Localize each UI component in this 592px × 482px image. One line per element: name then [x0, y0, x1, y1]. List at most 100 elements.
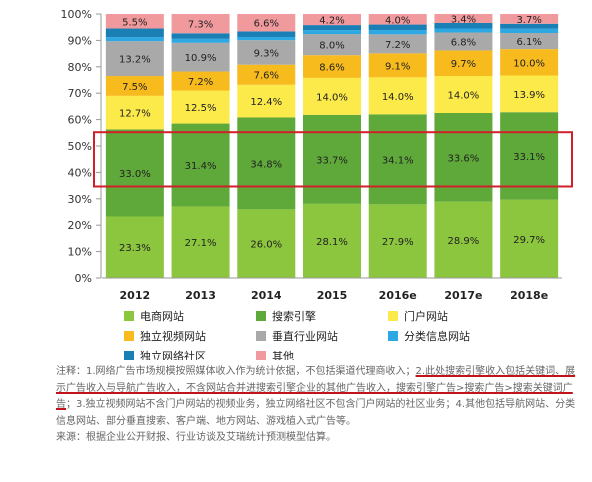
- y-tick-label: 80%: [68, 61, 92, 74]
- notes-text: 注释：1.网络广告市场规模按照媒体收入作为统计依据，不包括渠道代理商收入；2.此…: [56, 364, 576, 430]
- legend-label: 搜索引擎: [272, 309, 316, 323]
- legend-swatch: [388, 311, 398, 321]
- y-tick-label: 0%: [75, 272, 92, 285]
- bar-segment: [171, 71, 230, 91]
- data-label: 9.7%: [451, 59, 476, 70]
- bar-segment: [500, 23, 559, 29]
- bar-segment: [500, 75, 559, 113]
- bar-segment: [500, 33, 559, 50]
- x-tick-label: 2015: [317, 289, 348, 302]
- legend-swatch: [124, 331, 134, 341]
- legend-label: 其他: [272, 350, 294, 360]
- data-label: 8.0%: [319, 41, 344, 52]
- highlight-box: [93, 131, 573, 188]
- bar-segment: [434, 32, 493, 51]
- x-tick-label: 2013: [185, 289, 216, 302]
- data-label: 31.4%: [185, 161, 217, 172]
- bar-segment: [368, 24, 427, 31]
- data-label: 14.0%: [382, 92, 414, 103]
- bar-segment: [171, 38, 230, 43]
- bar-segment: [105, 37, 164, 42]
- data-label: 5.5%: [122, 17, 147, 28]
- bar-segment: [500, 199, 559, 278]
- x-tick-label: 2018e: [510, 289, 548, 302]
- source-text: 来源：根据企业公开财报、行业访谈及艾瑞统计预测模型估算。: [56, 432, 336, 443]
- bars: 23.3% 33.0% 12.7% 7.5% 13.2% 5.5% 27.1% 31.4% 12…: [105, 14, 559, 278]
- bar-segment: [303, 14, 361, 26]
- bar-segment: [368, 34, 427, 54]
- y-tick-label: 20%: [68, 219, 92, 232]
- bar-segment: [237, 14, 296, 32]
- data-label: 33.1%: [513, 152, 545, 163]
- legend-swatch: [124, 311, 134, 321]
- data-label: 27.1%: [185, 238, 217, 249]
- bar-segment: [105, 28, 164, 38]
- legend-label: 电商网站: [140, 309, 184, 323]
- notes-highlighted-part: 2.此处搜索引擎收入包括关键词、展示广告收入与导航广告收入，不含网站合并进搜索引…: [56, 366, 576, 410]
- data-label: 14.0%: [448, 91, 480, 102]
- bar-segment: [237, 209, 296, 278]
- y-tick-label: 50%: [68, 140, 92, 153]
- data-label: 7.5%: [122, 82, 147, 93]
- legend-label: 独立视频网站: [140, 329, 206, 343]
- bar-segment: [500, 49, 559, 76]
- legend-label: 分类信息网站: [404, 329, 470, 343]
- y-tick-label: 100%: [61, 8, 92, 21]
- bar-segment: [237, 31, 296, 37]
- y-tick-label: 70%: [68, 87, 92, 100]
- data-label: 29.7%: [513, 235, 545, 246]
- legend-swatch: [388, 331, 398, 341]
- data-label: 10.9%: [185, 53, 217, 64]
- data-label: 10.0%: [513, 58, 545, 69]
- data-label: 7.2%: [385, 40, 410, 51]
- bar-segment: [303, 114, 361, 204]
- data-label: 6.6%: [254, 19, 279, 30]
- bar-segment: [303, 77, 361, 115]
- data-label: 33.0%: [119, 169, 151, 180]
- bar-segment: [500, 14, 559, 24]
- bar-segment: [434, 201, 493, 278]
- bar-segment: [303, 30, 361, 35]
- bar-segment: [171, 42, 230, 72]
- bar-segment: [171, 33, 230, 39]
- x-tick-label: 2012: [120, 289, 151, 302]
- bar-segment: [105, 216, 164, 278]
- data-label: 12.7%: [119, 109, 151, 120]
- data-label: 3.7%: [516, 15, 541, 26]
- legend-swatch: [256, 311, 266, 321]
- legend-label: 垂直行业网站: [272, 329, 338, 343]
- data-label: 28.1%: [316, 237, 348, 248]
- data-label: 12.4%: [250, 97, 282, 108]
- bar-segment: [105, 14, 164, 29]
- data-label: 12.5%: [185, 103, 217, 114]
- legend-label: 独立网络社区: [140, 349, 206, 360]
- bar-segment: [303, 55, 361, 78]
- notes-part-1: 注释：1.网络广告市场规模按照媒体收入作为统计依据，不包括渠道代理商收入；: [56, 366, 416, 377]
- data-label: 27.9%: [382, 237, 414, 248]
- bar-segment: [105, 76, 164, 96]
- bar-segment: [434, 50, 493, 77]
- bar-segment: [237, 40, 296, 65]
- bar-segment: [105, 95, 164, 130]
- x-axis: 2012 2013 2014 2015 2016e 2017e 2018e: [102, 277, 562, 302]
- bar-segment: [237, 36, 296, 41]
- data-label: 28.9%: [448, 236, 480, 247]
- bar-segment: [368, 30, 427, 35]
- bar-segment: [368, 14, 427, 25]
- legend-label: 门户网站: [404, 309, 448, 323]
- bar-segment: [105, 41, 164, 77]
- stacked-bar-chart: 0% 10% 20% 30% 40% 50% 60% 70% 80% 90% 100% 23.3% 3…: [61, 8, 573, 360]
- data-label: 13.2%: [119, 55, 151, 66]
- data-label: 7.6%: [254, 71, 279, 82]
- data-label: 9.1%: [385, 61, 410, 72]
- y-tick-label: 40%: [68, 166, 92, 179]
- x-tick-label: 2017e: [444, 289, 482, 302]
- data-label: 4.2%: [319, 16, 344, 27]
- bar-segment: [434, 22, 493, 29]
- bar-segment: [105, 129, 164, 217]
- data-label: 33.6%: [448, 153, 480, 164]
- y-tick-label: 30%: [68, 193, 92, 206]
- data-label: 7.2%: [188, 77, 213, 88]
- bar-segment: [303, 25, 361, 31]
- y-axis: 0% 10% 20% 30% 40% 50% 60% 70% 80% 90% 100%: [61, 8, 102, 285]
